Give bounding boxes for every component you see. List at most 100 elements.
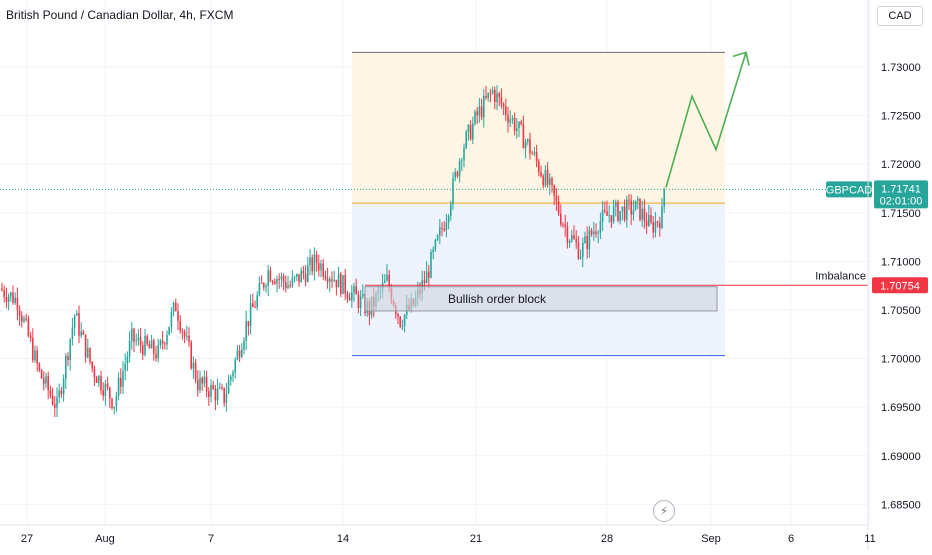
candle-body — [634, 200, 637, 211]
lightning-icon[interactable]: ⚡ — [653, 500, 675, 522]
candle-body — [3, 290, 5, 298]
candle-body — [648, 215, 650, 227]
candle-body — [632, 210, 635, 215]
candle-body — [54, 404, 56, 408]
chart-title: British Pound / Canadian Dollar, 4h, FXC… — [6, 8, 234, 22]
candle-body — [496, 93, 498, 103]
candle-body — [463, 147, 465, 161]
candle-body — [331, 278, 333, 282]
candle-body — [71, 327, 74, 340]
candle-body — [441, 227, 443, 229]
candle-body — [434, 239, 437, 250]
candle-body — [595, 231, 597, 234]
candle-body — [10, 292, 12, 297]
candle-body — [452, 178, 454, 205]
candle-body — [601, 209, 604, 222]
candle-body — [87, 347, 89, 358]
order-block-box — [364, 286, 718, 312]
candle-body — [315, 254, 318, 264]
candle-body — [454, 171, 456, 179]
candle-body — [216, 388, 219, 401]
candle-body — [661, 206, 663, 229]
candle-body — [183, 331, 186, 337]
candle-body — [304, 273, 307, 282]
candle-body — [256, 295, 258, 308]
candle-body — [549, 178, 551, 185]
time-axis[interactable]: 27 Aug 7 14 21 28 Sep 6 11 — [0, 524, 876, 545]
candle-body — [194, 362, 197, 380]
candle-body — [287, 285, 289, 289]
candle-body — [137, 337, 140, 341]
candle-body — [652, 222, 654, 233]
candle-body — [575, 238, 577, 243]
candle-body — [590, 230, 593, 235]
candle-body — [458, 161, 461, 177]
candle-body — [505, 106, 507, 116]
candle-body — [23, 318, 25, 322]
candle-body — [472, 123, 474, 140]
candle-body — [100, 375, 102, 391]
candle-body — [84, 334, 87, 358]
last-price-label: 1.71741 — [881, 183, 921, 195]
candle-body — [553, 185, 555, 196]
candle-body — [263, 283, 265, 288]
candle-body — [56, 397, 58, 408]
candle-body — [113, 406, 115, 408]
candle-body — [584, 236, 586, 243]
candle-body — [388, 274, 390, 288]
candle-body — [148, 343, 151, 349]
candle-body — [311, 257, 313, 272]
candle-body — [247, 320, 250, 327]
candle-body — [562, 224, 564, 226]
candle-body — [45, 376, 47, 384]
candle-body — [139, 337, 142, 346]
candle-body — [430, 252, 432, 278]
candle-body — [309, 257, 311, 266]
candle-body — [254, 307, 256, 309]
candle-body — [157, 345, 159, 359]
candle-body — [337, 273, 340, 288]
candle-body — [557, 201, 560, 214]
candle-body — [76, 313, 78, 316]
candle-body — [197, 379, 199, 391]
candle-body — [51, 395, 54, 405]
candle-body — [582, 242, 584, 257]
candle-body — [212, 384, 214, 390]
candle-body — [192, 362, 195, 369]
candle-body — [49, 390, 52, 396]
candle-body — [333, 279, 335, 282]
candle-body — [36, 350, 38, 364]
candle-body — [203, 376, 206, 384]
candle-body — [155, 353, 157, 359]
candle-body — [29, 335, 32, 339]
candle-body — [109, 387, 111, 399]
candle-body — [120, 377, 122, 387]
candle-body — [489, 92, 492, 94]
x-tick-label: Aug — [95, 533, 115, 545]
candle-body — [285, 282, 287, 289]
candle-body — [348, 297, 351, 301]
candle-body — [498, 93, 500, 97]
candle-body — [544, 169, 547, 186]
candle-body — [102, 390, 104, 396]
candle-body — [615, 202, 617, 207]
candle-body — [258, 282, 261, 296]
candle-body — [89, 347, 91, 362]
candle-body — [529, 139, 531, 154]
candle-body — [60, 390, 63, 395]
candle-body — [474, 111, 476, 124]
candle-body — [555, 195, 558, 202]
candle-body — [566, 226, 569, 243]
price-axis[interactable]: 1.73000 1.72500 1.72000 1.71500 1.71000 1.705… — [867, 0, 921, 550]
candle-body — [34, 350, 36, 361]
candle-body — [621, 206, 624, 211]
x-tick-label: 11 — [864, 533, 875, 545]
currency-button[interactable]: CAD — [877, 6, 923, 26]
candle-body — [522, 124, 525, 149]
candle-body — [18, 309, 21, 316]
candle-body — [445, 222, 448, 231]
candle-body — [324, 276, 327, 279]
candle-body — [234, 359, 236, 373]
